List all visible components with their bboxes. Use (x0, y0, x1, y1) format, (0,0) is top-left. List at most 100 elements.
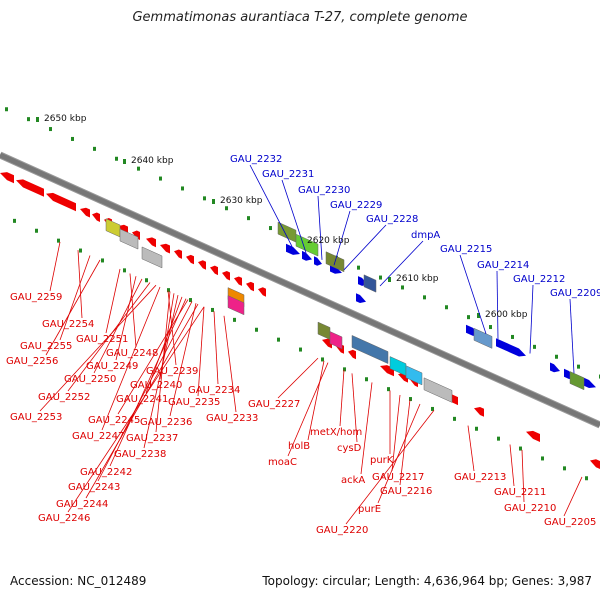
gene-label: metX/hom (310, 427, 362, 438)
gene-label: GAU_2246 (38, 513, 90, 524)
leader-line (101, 286, 161, 431)
scale-dot (321, 357, 324, 362)
gene-arrow (146, 237, 156, 248)
leader-line (223, 315, 237, 413)
gene-arrow (46, 192, 76, 212)
gene-domain-box (329, 331, 343, 350)
gene-label: GAU_2251 (76, 334, 128, 345)
gene-arrow (16, 179, 44, 197)
scale-dot (13, 218, 16, 223)
gene-label: GAU_2205 (544, 517, 596, 528)
scale-dot (159, 176, 162, 181)
gene-label: GAU_2259 (10, 292, 62, 303)
gene-arrow (584, 377, 596, 389)
gene-label: GAU_2239 (146, 366, 198, 377)
gene-domain-box (317, 321, 331, 340)
gene-label: GAU_2231 (262, 169, 314, 180)
leader-line (391, 394, 401, 472)
scale-dot (93, 146, 96, 151)
gene-label: GAU_2213 (454, 472, 506, 483)
scale-dot (255, 327, 258, 332)
gene-arrow (356, 293, 366, 303)
scale-dot (115, 156, 118, 161)
gene-arrow (0, 172, 14, 184)
scale-dot (181, 186, 184, 191)
leader-line (317, 195, 323, 260)
gene-label: GAU_2241 (116, 394, 168, 405)
gene-label: GAU_2237 (126, 433, 178, 444)
gene-arrow (526, 430, 540, 442)
gene-label: GAU_2214 (477, 260, 529, 271)
scale-dot (555, 354, 558, 359)
gene-label: GAU_2234 (188, 385, 240, 396)
gene-arrow (186, 254, 194, 265)
scale-dot (57, 238, 60, 243)
gene-label: GAU_2255 (20, 341, 72, 352)
scale-dot (511, 334, 514, 339)
gene-label: GAU_2220 (316, 525, 368, 536)
gene-arrow (234, 276, 242, 286)
gene-arrow (322, 338, 332, 349)
gene-label: GAU_2249 (86, 361, 138, 372)
scale-dot (541, 456, 544, 461)
leader-line (39, 284, 157, 412)
leader-line (287, 362, 329, 457)
scale-dot (225, 206, 228, 211)
label-leader-lines (39, 164, 583, 525)
scale-dot (189, 298, 192, 303)
scale-dot (519, 446, 522, 451)
scale-major-tick (477, 313, 480, 318)
scale-dot (5, 107, 8, 112)
gene-label: GAU_2254 (42, 319, 94, 330)
gene-domain-box (473, 327, 493, 349)
leader-line (360, 382, 373, 475)
gene-arrow (246, 281, 254, 292)
leader-line (521, 449, 525, 503)
gene-label: GAU_2215 (440, 244, 492, 255)
gene-label: purK (370, 455, 394, 466)
scale-dot (563, 466, 566, 471)
gene-label: GAU_2211 (494, 487, 546, 498)
figure-title: Gemmatimonas aurantiaca T-27, complete g… (132, 10, 468, 25)
scale-dot (145, 278, 148, 283)
gene-domain-box (119, 228, 139, 250)
gene-label: GAU_2209 (550, 288, 600, 299)
leader-line (117, 299, 189, 415)
scale-dot (277, 337, 280, 342)
leader-line (339, 369, 345, 427)
scale-dot (365, 377, 368, 382)
gene-label: GAU_2229 (330, 200, 382, 211)
gene-label: GAU_2256 (6, 356, 58, 367)
scale-dot (71, 136, 74, 141)
gene-label: GAU_2212 (513, 274, 565, 285)
gene-label: GAU_2233 (206, 413, 258, 424)
leader-line (307, 360, 325, 441)
gene-domain-box (141, 246, 163, 269)
scale-dot (123, 268, 126, 273)
scale-dot (247, 216, 250, 221)
gene-label: moaC (268, 457, 297, 468)
leader-line (249, 164, 293, 247)
gene-arrow (160, 243, 170, 254)
scale-label: 2630 kbp (220, 196, 263, 206)
scale-dot (533, 344, 536, 349)
leader-line (49, 241, 61, 292)
gene-arrow (258, 287, 266, 297)
gene-arrow (286, 243, 300, 255)
gene-label: GAU_2232 (230, 154, 282, 165)
scale-dot (379, 275, 382, 280)
scale-dot (387, 387, 390, 392)
scale-dot (453, 416, 456, 421)
scale-major-tick (36, 117, 39, 122)
leader-line (45, 259, 101, 356)
gene-label: GAU_2230 (298, 185, 350, 196)
gene-arrow (348, 349, 356, 360)
gene-domain-box (227, 295, 245, 316)
leader-line (67, 306, 205, 513)
scale-label: 2640 kbp (131, 156, 174, 166)
gene-label: holB (288, 441, 310, 452)
scale-label: 2650 kbp (44, 114, 87, 124)
gene-label: GAU_2253 (10, 412, 62, 423)
scale-dot (27, 117, 30, 122)
